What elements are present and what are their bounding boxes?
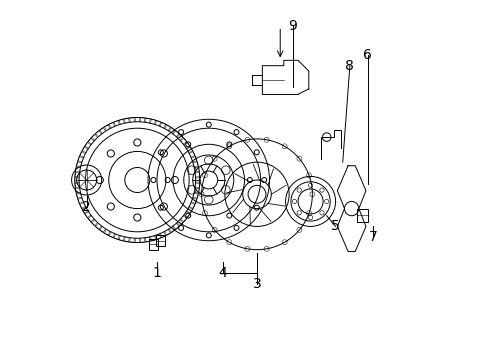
Text: 4: 4 xyxy=(218,266,227,280)
Text: 7: 7 xyxy=(368,230,377,244)
Text: 1: 1 xyxy=(152,266,161,280)
Text: 8: 8 xyxy=(345,59,354,73)
Text: 3: 3 xyxy=(252,276,261,291)
Text: 5: 5 xyxy=(330,220,339,233)
Text: 9: 9 xyxy=(288,19,297,33)
Text: 2: 2 xyxy=(82,200,91,214)
Text: 6: 6 xyxy=(363,48,371,62)
